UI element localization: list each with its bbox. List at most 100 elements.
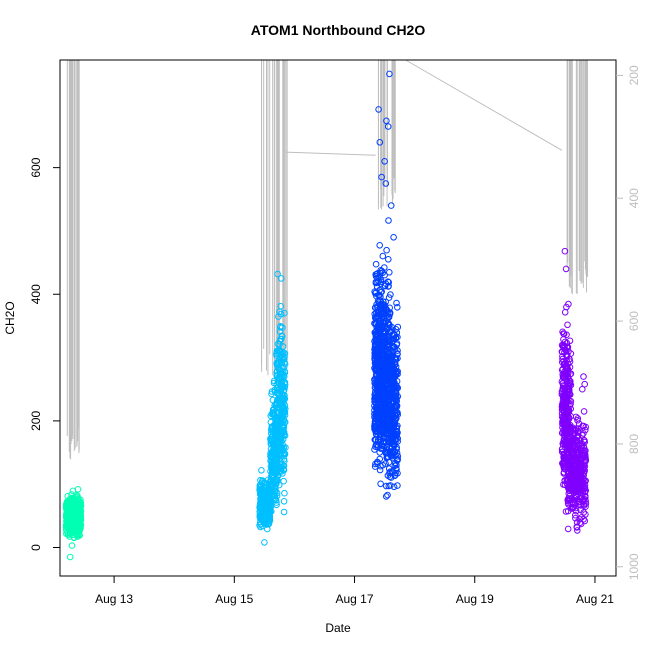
x-tick-label: Aug 15 <box>215 592 253 606</box>
data-point <box>381 353 389 360</box>
x-axis: Aug 13 Aug 15 Aug 17 Aug 19 Aug 21 <box>95 575 614 606</box>
data-point <box>383 415 391 422</box>
data-point <box>564 407 572 415</box>
data-point <box>577 457 584 464</box>
data-point <box>277 387 284 395</box>
data-point <box>384 392 392 400</box>
data-point <box>75 514 82 522</box>
data-point <box>564 507 572 515</box>
data-point <box>565 414 573 422</box>
data-point <box>374 270 381 277</box>
data-point <box>386 415 394 423</box>
data-point <box>573 460 580 468</box>
data-point <box>378 338 385 345</box>
data-point <box>376 436 384 444</box>
data-point <box>385 459 393 466</box>
data-point <box>277 275 285 282</box>
data-point <box>392 401 399 409</box>
data-point <box>258 507 265 515</box>
data-point <box>71 497 79 504</box>
data-point <box>560 344 567 351</box>
y2-tick-label: 600 <box>627 311 641 331</box>
data-point <box>562 265 570 273</box>
data-point <box>580 373 587 380</box>
data-point <box>372 428 380 435</box>
data-point <box>371 446 378 453</box>
data-point <box>280 364 288 371</box>
data-point <box>384 278 392 286</box>
y2-tick-label: 400 <box>627 188 641 208</box>
data-point <box>273 453 280 460</box>
data-point <box>376 297 384 304</box>
data-point <box>574 417 581 424</box>
data-point <box>565 498 573 505</box>
data-point <box>73 525 80 532</box>
data-point <box>259 494 267 501</box>
data-point <box>372 278 380 286</box>
secondary-y-axis: 200 400 600 800 1000 <box>616 65 641 580</box>
profile-connector <box>405 59 563 151</box>
data-point <box>277 430 285 437</box>
data-point <box>385 283 392 290</box>
data-point <box>372 436 380 444</box>
data-point <box>274 359 282 367</box>
data-point <box>372 415 379 423</box>
data-point <box>374 347 381 354</box>
data-point <box>566 337 574 345</box>
data-point <box>566 433 574 440</box>
data-point <box>278 468 285 475</box>
data-point <box>276 308 283 316</box>
data-point <box>385 370 392 377</box>
data-point <box>377 280 384 288</box>
data-point <box>560 361 568 369</box>
data-point <box>278 332 286 340</box>
data-point <box>394 456 401 464</box>
data-point <box>372 380 380 388</box>
data-point <box>275 375 283 382</box>
data-point <box>565 501 572 508</box>
data-point <box>66 553 74 561</box>
data-point <box>77 511 84 518</box>
data-point <box>386 70 393 78</box>
data-point <box>384 338 392 346</box>
data-point <box>386 321 393 329</box>
y-tick-label: 400 <box>29 284 43 304</box>
data-point <box>279 423 286 431</box>
data-point <box>383 314 391 322</box>
data-point <box>74 504 81 511</box>
data-point <box>377 411 385 419</box>
data-point <box>579 385 586 393</box>
y2-tick-label: 800 <box>627 434 641 454</box>
data-point <box>380 400 388 408</box>
data-point <box>261 539 268 546</box>
data-point <box>390 384 397 392</box>
data-point <box>375 330 383 338</box>
data-point <box>268 482 275 489</box>
data-point <box>394 350 401 357</box>
data-point <box>559 353 566 360</box>
data-point <box>262 521 270 528</box>
y-axis: 0 200 400 600 <box>29 157 60 551</box>
data-point <box>385 427 393 435</box>
data-point <box>373 403 380 411</box>
data-point <box>375 403 383 410</box>
data-point <box>393 423 401 431</box>
data-point <box>275 481 283 489</box>
data-point <box>372 399 380 407</box>
data-point <box>582 511 589 518</box>
data-point <box>387 291 394 298</box>
data-point <box>382 460 389 467</box>
data-point <box>390 344 398 351</box>
profile-lines <box>66 59 589 460</box>
data-point <box>565 387 573 395</box>
data-point <box>380 377 388 384</box>
x-axis-label: Date <box>325 621 351 635</box>
data-point <box>582 487 590 494</box>
data-point <box>274 463 282 470</box>
y-tick-label: 0 <box>29 544 43 551</box>
data-point <box>560 393 568 401</box>
data-point <box>376 361 384 368</box>
data-point <box>274 431 281 439</box>
data-point <box>280 477 287 485</box>
